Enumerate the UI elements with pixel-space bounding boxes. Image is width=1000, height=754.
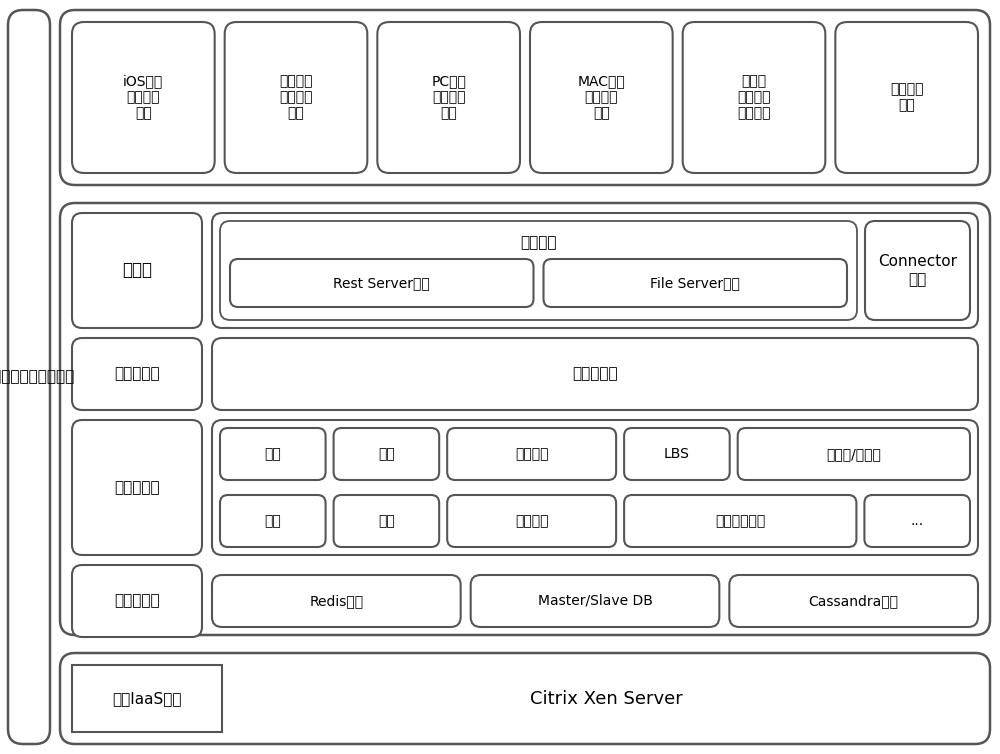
FancyBboxPatch shape — [624, 495, 856, 547]
Text: File Server集群: File Server集群 — [650, 276, 740, 290]
Text: ...: ... — [911, 514, 924, 528]
Text: 状态呈现: 状态呈现 — [515, 447, 548, 461]
Text: PC终端
接入支持
模块: PC终端 接入支持 模块 — [431, 75, 466, 121]
FancyBboxPatch shape — [72, 420, 202, 555]
FancyBboxPatch shape — [544, 259, 847, 307]
Text: 消息中间件: 消息中间件 — [114, 366, 160, 382]
FancyBboxPatch shape — [212, 575, 461, 627]
FancyBboxPatch shape — [220, 428, 326, 480]
FancyBboxPatch shape — [60, 203, 990, 635]
FancyBboxPatch shape — [220, 495, 326, 547]
Bar — [72, 665, 222, 732]
Text: iOS终端
接入支持
模块: iOS终端 接入支持 模块 — [123, 75, 163, 121]
Text: 推送: 推送 — [378, 447, 395, 461]
FancyBboxPatch shape — [865, 221, 970, 320]
Text: Connector
集群: Connector 集群 — [878, 254, 957, 287]
Text: 运行维护监控管理平台: 运行维护监控管理平台 — [0, 369, 75, 385]
Text: Redis集群: Redis集群 — [309, 594, 363, 608]
Text: Cassandra集群: Cassandra集群 — [809, 594, 899, 608]
FancyBboxPatch shape — [377, 22, 520, 173]
Text: 底层IaaS平台: 底层IaaS平台 — [112, 691, 182, 706]
FancyBboxPatch shape — [72, 22, 215, 173]
FancyBboxPatch shape — [683, 22, 825, 173]
Text: 视频: 视频 — [264, 514, 281, 528]
Text: 语音: 语音 — [264, 447, 281, 461]
Text: 消息中间件: 消息中间件 — [572, 366, 618, 382]
FancyBboxPatch shape — [334, 428, 439, 480]
Text: 数据存储层: 数据存储层 — [114, 593, 160, 608]
Text: 负载均衡: 负载均衡 — [520, 235, 557, 250]
FancyBboxPatch shape — [212, 420, 978, 555]
FancyBboxPatch shape — [835, 22, 978, 173]
Text: Rest Server集群: Rest Server集群 — [333, 276, 430, 290]
Text: 安卓终端
接入支持
模块: 安卓终端 接入支持 模块 — [279, 75, 313, 121]
Text: 控制中心
模块: 控制中心 模块 — [890, 82, 923, 112]
FancyBboxPatch shape — [212, 338, 978, 410]
FancyBboxPatch shape — [72, 338, 202, 410]
Text: 群组: 群组 — [378, 514, 395, 528]
Text: 接入层: 接入层 — [122, 262, 152, 280]
Text: Master/Slave DB: Master/Slave DB — [538, 594, 652, 608]
Text: 联系人/通讯录: 联系人/通讯录 — [826, 447, 881, 461]
Text: 多方通话: 多方通话 — [515, 514, 548, 528]
FancyBboxPatch shape — [72, 213, 202, 328]
FancyBboxPatch shape — [60, 653, 990, 744]
FancyBboxPatch shape — [225, 22, 367, 173]
FancyBboxPatch shape — [471, 575, 719, 627]
FancyBboxPatch shape — [864, 495, 970, 547]
Text: LBS: LBS — [664, 447, 690, 461]
FancyBboxPatch shape — [729, 575, 978, 627]
FancyBboxPatch shape — [220, 221, 857, 320]
FancyBboxPatch shape — [230, 259, 534, 307]
FancyBboxPatch shape — [447, 495, 616, 547]
Text: Citrix Xen Server: Citrix Xen Server — [530, 689, 682, 707]
FancyBboxPatch shape — [334, 495, 439, 547]
FancyBboxPatch shape — [738, 428, 970, 480]
FancyBboxPatch shape — [72, 565, 202, 637]
Text: 第三方
会议系统
接口模块: 第三方 会议系统 接口模块 — [737, 75, 771, 121]
FancyBboxPatch shape — [447, 428, 616, 480]
Text: 编解码与转码: 编解码与转码 — [715, 514, 765, 528]
FancyBboxPatch shape — [530, 22, 673, 173]
FancyBboxPatch shape — [60, 10, 990, 185]
Text: MAC终端
接入支持
模块: MAC终端 接入支持 模块 — [577, 75, 625, 121]
Text: 业务逻辑层: 业务逻辑层 — [114, 480, 160, 495]
FancyBboxPatch shape — [624, 428, 730, 480]
FancyBboxPatch shape — [8, 10, 50, 744]
FancyBboxPatch shape — [212, 213, 978, 328]
